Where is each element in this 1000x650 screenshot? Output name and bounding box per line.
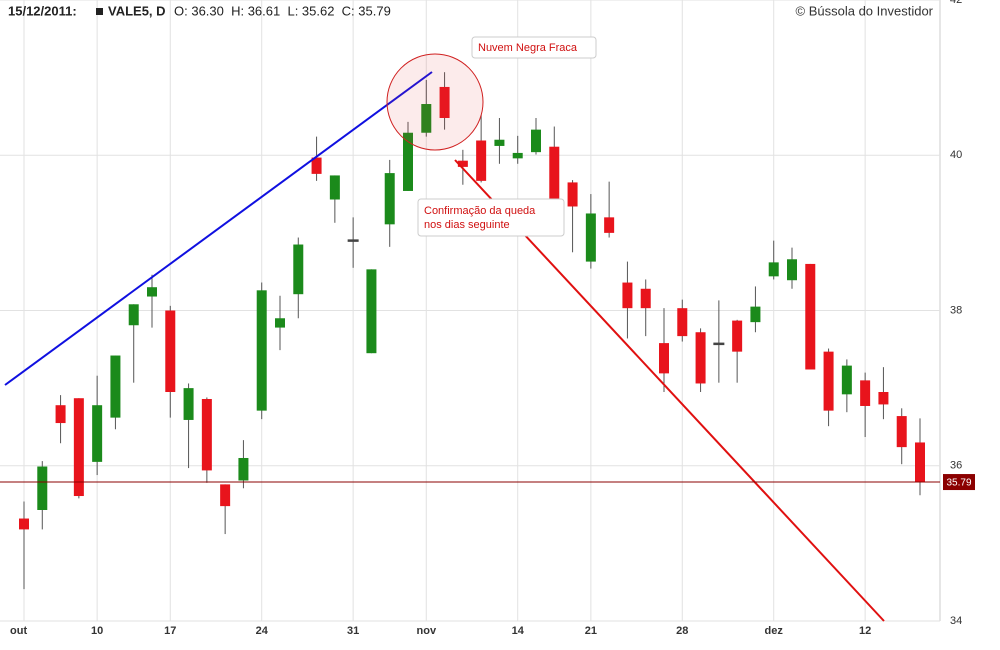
y-tick-label: 36 [950,460,962,472]
candle-body [55,405,66,424]
x-tick-label: out [10,625,27,637]
candle-body [512,152,523,159]
copyright: © Bússola do Investidor [796,3,934,18]
candles [19,72,925,590]
candle-body [128,304,139,326]
annotation: nos dias seguinte [424,219,510,231]
header-date: 15/12/2011: [8,3,77,18]
candle-body [878,392,889,405]
candle-body [92,405,103,462]
candle-body [713,342,725,346]
candle-body [805,263,816,370]
overlay: 35.79 [0,474,975,491]
y-tick-label: 42 [950,0,962,6]
candle-body [329,175,340,200]
candle-body [366,269,377,354]
candle-body [457,160,468,167]
candle-body [110,355,121,418]
last-price-tag [943,474,975,491]
annotation-box [417,198,565,237]
x-tick-label: 12 [859,625,871,637]
x-tick-label: 24 [256,625,269,637]
last-price-label: 35.79 [946,478,971,489]
candle-body [659,343,669,374]
candle-body [37,466,48,510]
candle-body [640,288,651,309]
annotation: Nuvem Negra Fraca [478,42,578,54]
y-tick-label: 40 [950,149,962,161]
annotation-box [471,36,597,59]
candle-body [311,157,322,174]
candle-body [677,308,688,337]
header-symbol: VALE5, D [108,3,166,18]
candle-body [732,320,743,352]
x-tick-label: 14 [512,625,525,637]
candle-body [695,332,706,384]
x-tick-label: 31 [347,625,359,637]
candle-body [256,290,267,411]
trend-line-down [454,159,885,622]
candle-body [183,388,194,420]
y-tick-label: 38 [950,304,962,316]
y-tick-label: 34 [950,615,962,627]
candle-body [421,104,432,133]
candle-body [841,365,852,395]
x-tick-label: 28 [676,625,688,637]
candle-body [275,318,285,328]
candle-body [165,310,176,393]
legend-marker [96,8,103,15]
x-tick-label: dez [765,625,784,637]
candle-body [147,287,157,297]
candle-body [531,129,541,153]
candle-body [384,173,395,225]
candle-body [750,306,761,323]
candle-body [494,139,505,146]
candle-body [220,484,231,507]
candle-body [201,398,212,471]
candle-body [823,351,834,411]
candle-body [915,442,925,483]
candle-body [896,416,907,448]
candle-body [768,262,779,277]
candle-body [567,182,578,207]
candle-body [293,244,304,295]
candle-body [787,259,797,281]
candle-body [403,132,413,191]
candle-body [19,518,29,530]
x-tick-label: 21 [585,625,597,637]
candle-body [585,213,596,262]
candle-body [622,282,633,309]
x-tick-label: 17 [164,625,176,637]
candle-body [439,86,450,118]
candle-body [604,217,615,233]
candle-body [347,239,359,242]
header-quote: O: 36.30 H: 36.61 L: 35.62 C: 35.79 [174,3,391,18]
x-tick-label: nov [417,625,437,637]
annotation: Confirmação da queda [424,205,536,217]
candle-body [860,380,871,406]
candle-body [549,146,560,199]
candle-body [73,398,84,497]
trend-line-up [4,71,433,386]
x-tick-label: 10 [91,625,103,637]
candle-body [476,140,487,181]
candle-body [238,457,249,481]
highlight-circle [386,53,484,151]
